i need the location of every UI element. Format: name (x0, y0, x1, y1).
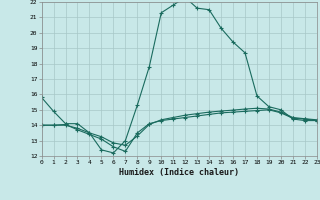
X-axis label: Humidex (Indice chaleur): Humidex (Indice chaleur) (119, 168, 239, 177)
